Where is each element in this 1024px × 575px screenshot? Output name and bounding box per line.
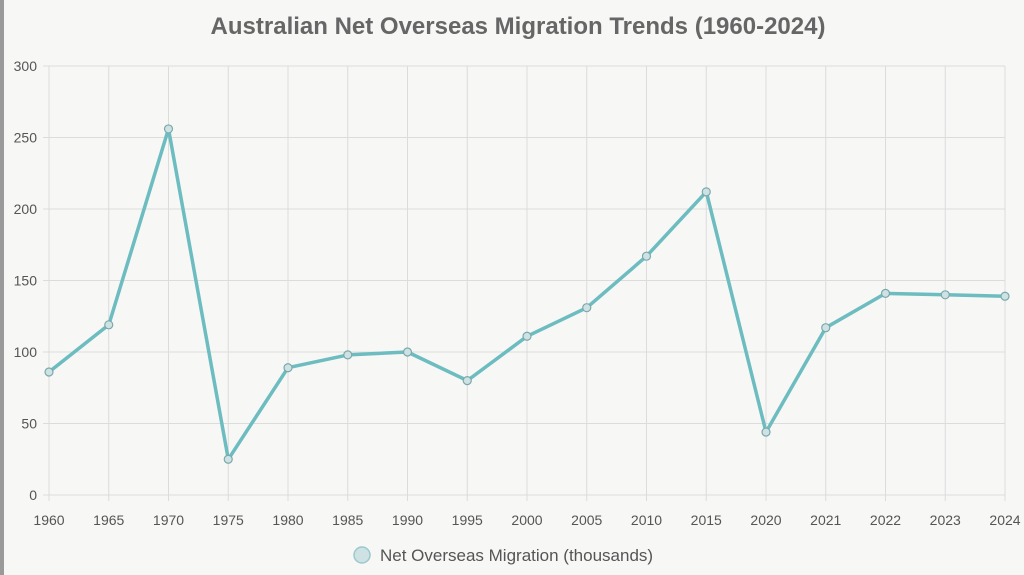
legend-label: Net Overseas Migration (thousands) — [380, 546, 653, 565]
x-tick-label: 1985 — [332, 512, 363, 528]
x-tick-label: 2005 — [571, 512, 602, 528]
x-tick-label: 1975 — [213, 512, 244, 528]
y-tick-label: 0 — [29, 487, 37, 503]
data-point[interactable] — [880, 288, 891, 298]
data-point[interactable] — [701, 187, 711, 197]
x-tick-label: 1970 — [153, 512, 184, 528]
y-tick-label: 200 — [14, 201, 38, 217]
series-layer — [44, 124, 1010, 464]
data-point[interactable] — [582, 303, 592, 313]
x-tick-label: 2000 — [511, 512, 542, 528]
data-point[interactable] — [462, 376, 472, 386]
x-tick-label: 1990 — [392, 512, 423, 528]
data-point[interactable] — [641, 251, 652, 261]
data-point[interactable] — [223, 454, 233, 464]
x-tick-label: 2015 — [691, 512, 722, 528]
data-point[interactable] — [522, 331, 532, 341]
data-point[interactable] — [761, 427, 771, 437]
data-point[interactable] — [402, 347, 413, 357]
y-tick-label: 50 — [21, 416, 37, 432]
x-tick-label: 2022 — [870, 512, 901, 528]
y-tick-label: 150 — [14, 273, 38, 289]
x-tick-label: 1965 — [93, 512, 124, 528]
y-tick-label: 100 — [14, 344, 38, 360]
grid — [43, 65, 1006, 501]
data-point[interactable] — [104, 320, 114, 330]
chart-title: Australian Net Overseas Migration Trends… — [211, 13, 826, 40]
data-point[interactable] — [821, 323, 831, 333]
data-point[interactable] — [163, 124, 174, 134]
y-tick-label: 300 — [14, 58, 38, 74]
y-axis-ticks: 0 50 100 150 200 250 300 — [14, 58, 38, 503]
x-tick-label: 2021 — [810, 512, 841, 528]
x-tick-label: 1995 — [452, 512, 483, 528]
x-axis-ticks: 1960 1965 1970 1975 1980 1985 1990 1995 2000 2005… — [33, 512, 1020, 528]
legend-marker — [353, 546, 371, 564]
data-point[interactable] — [1000, 291, 1010, 301]
x-tick-label: 2024 — [989, 512, 1020, 528]
legend[interactable]: Net Overseas Migration (thousands) — [353, 546, 653, 565]
window-edge — [0, 0, 4, 575]
data-point[interactable] — [44, 367, 54, 377]
data-point[interactable] — [940, 290, 950, 300]
data-point[interactable] — [283, 363, 293, 373]
x-tick-label: 1980 — [272, 512, 303, 528]
y-tick-label: 250 — [14, 130, 38, 146]
data-point[interactable] — [343, 350, 353, 360]
x-tick-label: 1960 — [33, 512, 64, 528]
x-tick-label: 2020 — [750, 512, 781, 528]
x-tick-label: 2010 — [631, 512, 662, 528]
x-tick-label: 2023 — [930, 512, 961, 528]
